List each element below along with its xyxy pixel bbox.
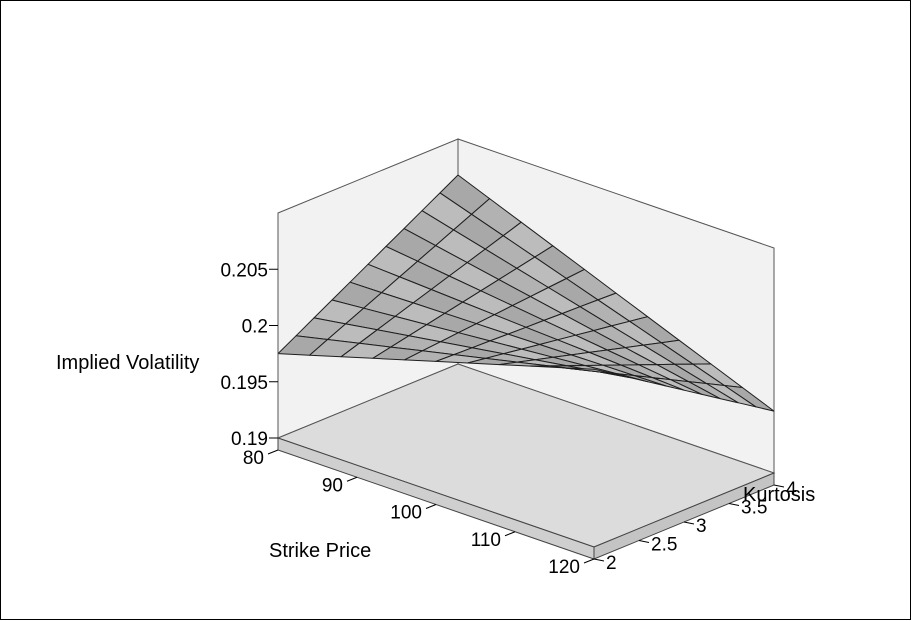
x-tick-label: 110	[471, 530, 501, 551]
x-tick-mark	[267, 449, 279, 455]
z-tick-label: 0.195	[220, 373, 268, 394]
y-tick-mark	[638, 540, 650, 543]
y-tick-mark	[593, 558, 605, 562]
x-tick-label: 120	[548, 557, 580, 578]
z-tick-label: 0.2	[242, 317, 268, 338]
x-tick-mark	[583, 558, 595, 564]
y-tick-mark	[773, 484, 785, 488]
x-tick-mark	[504, 531, 516, 537]
x-tick-mark	[425, 504, 437, 509]
y-tick-label: 3	[696, 516, 707, 537]
y-tick-label: 2	[606, 553, 617, 574]
axis-ticks: 80 90 100 110 120 2 2.5 3 3.5 4 0.19 0.195 0.2 0.205	[220, 260, 797, 578]
surface-cell	[561, 367, 613, 374]
y-tick-label: 3.5	[741, 498, 767, 519]
x-tick-mark	[346, 476, 358, 482]
y-tick-mark	[728, 503, 740, 506]
z-tick-label: 0.205	[220, 260, 268, 281]
x-tick-label: 90	[322, 475, 343, 496]
y-tick-label: 4	[786, 479, 797, 500]
surface-mesh	[277, 174, 775, 412]
y-axis-label: Kurtosis	[743, 484, 815, 506]
y-tick-mark	[683, 521, 695, 525]
x-tick-label: 80	[243, 448, 264, 469]
x-tick-label: 100	[390, 503, 422, 524]
z-tick-label: 0.19	[231, 429, 268, 450]
z-axis-label: Implied Volatility	[56, 352, 199, 374]
y-tick-label: 2.5	[651, 535, 677, 556]
x-axis-label: Strike Price	[269, 540, 371, 562]
